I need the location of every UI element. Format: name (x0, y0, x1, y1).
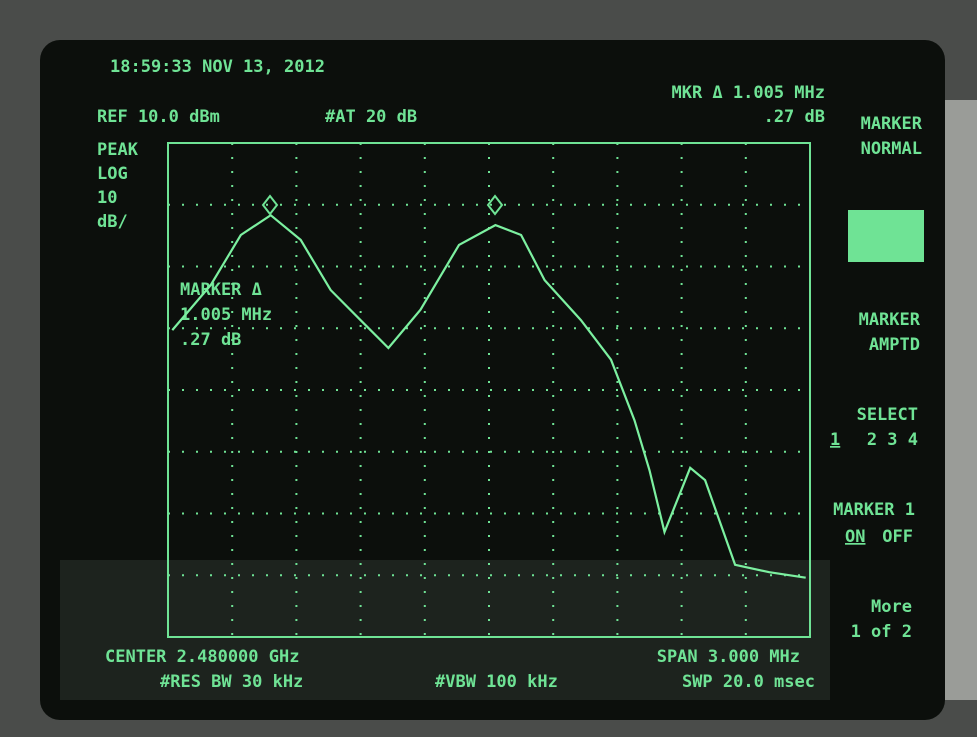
label: 10 (97, 188, 117, 208)
label: SPAN 3.000 MHz (657, 647, 800, 667)
label: #RES BW 30 kHz (160, 672, 303, 692)
label: AMPTD (869, 335, 920, 355)
label: 1.005 MHz (180, 305, 272, 325)
label: ON (845, 527, 865, 547)
label: OFF (882, 527, 913, 547)
label: REF 10.0 dBm (97, 107, 220, 127)
label: 1 of 2 (851, 622, 912, 642)
reflection (60, 560, 830, 700)
label: CENTER 2.480000 GHz (105, 647, 299, 667)
label: More (871, 597, 912, 617)
marker-diamond (486, 194, 504, 216)
label: LOG (97, 164, 128, 184)
label: .27 dB (180, 330, 241, 350)
label: 2 3 4 (867, 430, 918, 450)
label: MKR Δ 1.005 MHz (671, 83, 825, 103)
label: MARKER 1 (833, 500, 915, 520)
label: MARKER Δ (180, 280, 262, 300)
active-softkey (848, 210, 924, 262)
label: #VBW 100 kHz (435, 672, 558, 692)
label: dB/ (97, 212, 128, 232)
label: SELECT (857, 405, 918, 425)
marker-diamond (261, 194, 279, 216)
label: MARKER (861, 114, 923, 134)
trace (171, 213, 806, 579)
label: 18:59:33 NOV 13, 2012 (110, 57, 325, 77)
side-buttons (945, 100, 977, 700)
label: 1 (830, 430, 840, 450)
label: NORMAL (861, 139, 922, 159)
label: MARKER (859, 310, 921, 330)
graticule-frame (167, 142, 811, 638)
annotations: 18:59:33 NOV 13, 2012 REF 10.0 dBm #AT 20 … (97, 57, 923, 692)
label: .27 dB (764, 107, 825, 127)
label: SWP 20.0 msec (682, 672, 815, 692)
label: PEAK (97, 140, 139, 160)
label: #AT 20 dB (325, 107, 417, 127)
